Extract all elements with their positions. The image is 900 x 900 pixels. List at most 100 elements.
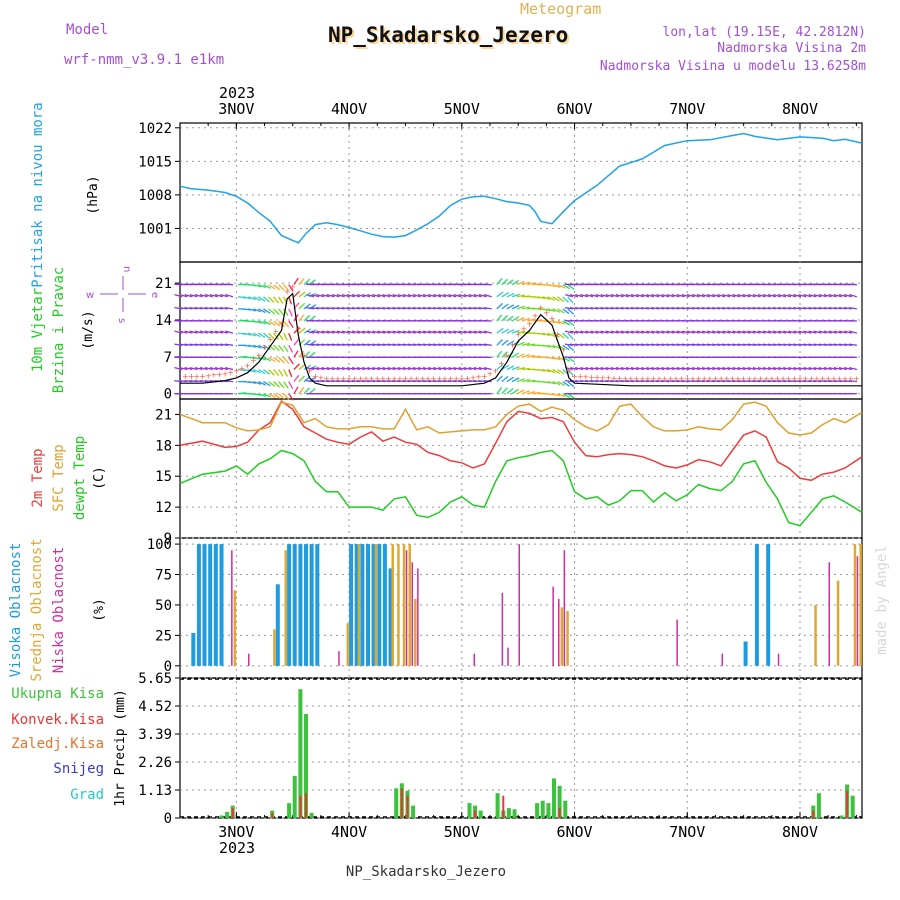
y-tick-label: 1008 xyxy=(138,188,172,204)
wind-arrow xyxy=(590,293,599,298)
wind-gust-mark: + xyxy=(847,375,854,384)
wind-arrow xyxy=(204,306,213,310)
wind-arrow xyxy=(326,330,335,334)
wind-arrow xyxy=(696,293,705,298)
wind-arrow xyxy=(336,343,345,346)
wind-arrow xyxy=(506,376,514,383)
wind-gust-mark: + xyxy=(222,369,229,378)
wind-gust-mark: + xyxy=(599,373,606,382)
wind-gust-mark: + xyxy=(718,375,725,384)
pressure-line xyxy=(179,132,863,244)
wind-gust-mark: + xyxy=(284,288,291,297)
cloud-bar xyxy=(231,550,233,666)
wind-arrow xyxy=(453,330,462,334)
wind-arrow xyxy=(278,284,285,291)
y-tick-label: 15 xyxy=(155,469,172,485)
wind-arrow xyxy=(833,330,842,334)
wind-arrow xyxy=(757,330,766,334)
wind-arrow xyxy=(615,293,624,298)
wind-gust-mark: + xyxy=(819,375,826,384)
wind-arrow xyxy=(283,332,288,341)
wind-arrow xyxy=(306,343,315,346)
wind-arrow xyxy=(848,283,857,286)
wind-arrow xyxy=(258,393,267,397)
wind-arrow xyxy=(326,343,335,346)
wind-arrow xyxy=(473,330,482,334)
precip-bar xyxy=(287,803,292,818)
wind-arrow xyxy=(293,290,301,298)
wind-arrow xyxy=(742,366,751,371)
cloud-bar xyxy=(304,544,308,666)
wind-arrow xyxy=(468,330,477,334)
wind-arrow xyxy=(547,308,556,313)
wind-arrow xyxy=(838,330,847,334)
wind-gust-mark: + xyxy=(306,367,313,376)
wind-arrow xyxy=(676,330,685,334)
wind-arrow xyxy=(189,343,198,346)
wind-arrow xyxy=(552,393,561,397)
cloud-bar xyxy=(566,611,569,666)
wind-arrow xyxy=(727,343,736,346)
wind-arrow xyxy=(767,330,776,334)
wind-arrow xyxy=(407,330,416,334)
wind-arrow xyxy=(448,330,457,334)
wind-arrow xyxy=(501,387,508,395)
wind-gust-mark: + xyxy=(622,374,629,383)
wind-arrow xyxy=(194,330,203,334)
wind-arrow xyxy=(575,330,584,334)
wind-arrow xyxy=(179,306,188,310)
wind-arrow xyxy=(620,330,629,334)
wind-arrow xyxy=(496,314,503,322)
wind-arrow xyxy=(199,293,208,298)
wind-arrow xyxy=(767,293,776,298)
wind-arrow xyxy=(676,366,685,371)
wind-arrow xyxy=(392,306,401,310)
wind-arrow xyxy=(268,369,275,376)
wind-arrow xyxy=(712,330,721,334)
wind-arrow xyxy=(361,343,370,346)
wind-arrow xyxy=(258,308,266,314)
precip-bar xyxy=(467,803,472,818)
wind-arrow xyxy=(833,293,842,298)
wind-gust-mark: + xyxy=(244,361,251,370)
wind-gust-mark: + xyxy=(413,375,420,384)
precip-bar xyxy=(839,815,844,818)
y-tick-label: 21 xyxy=(155,407,172,423)
wind-gust-mark: + xyxy=(475,373,482,382)
wind-arrow xyxy=(600,330,609,334)
wind-gust-mark: + xyxy=(566,367,573,376)
cloud-bar xyxy=(411,562,413,666)
wind-arrow xyxy=(516,341,525,346)
wind-arrow xyxy=(737,293,746,298)
wind-arrow xyxy=(656,306,665,310)
wind-arrow xyxy=(651,293,660,298)
wind-arrow xyxy=(298,314,305,322)
temp-label-sfc: SFC Temp xyxy=(51,444,67,511)
wind-arrow xyxy=(204,366,213,371)
wind-arrow xyxy=(278,308,285,316)
wind-arrow xyxy=(590,343,599,346)
wind-arrow xyxy=(580,343,589,346)
wind-arrow xyxy=(473,343,482,346)
wind-arrow xyxy=(496,291,504,298)
wind-arrow xyxy=(443,366,452,371)
wind-gust-mark: + xyxy=(802,375,809,384)
wind-arrow xyxy=(184,306,193,310)
wind-arrow xyxy=(562,284,570,290)
wind-arrow xyxy=(727,330,736,334)
cloud-bar xyxy=(338,651,340,666)
wind-arrow xyxy=(433,330,442,334)
wind-arrow xyxy=(356,330,366,334)
precip-bar xyxy=(558,808,561,818)
wind-arrow xyxy=(209,366,218,371)
wind-arrow xyxy=(661,293,670,298)
wind-arrow xyxy=(542,344,551,348)
wind-arrow xyxy=(382,306,391,310)
wind-arrow xyxy=(367,293,376,298)
wind-arrow xyxy=(298,350,305,358)
wind-arrow xyxy=(268,356,276,363)
wind-gust-mark: + xyxy=(588,373,595,382)
wind-arrow xyxy=(712,293,721,298)
wind-arrow xyxy=(478,366,487,371)
wind-gust-mark: + xyxy=(814,375,821,384)
